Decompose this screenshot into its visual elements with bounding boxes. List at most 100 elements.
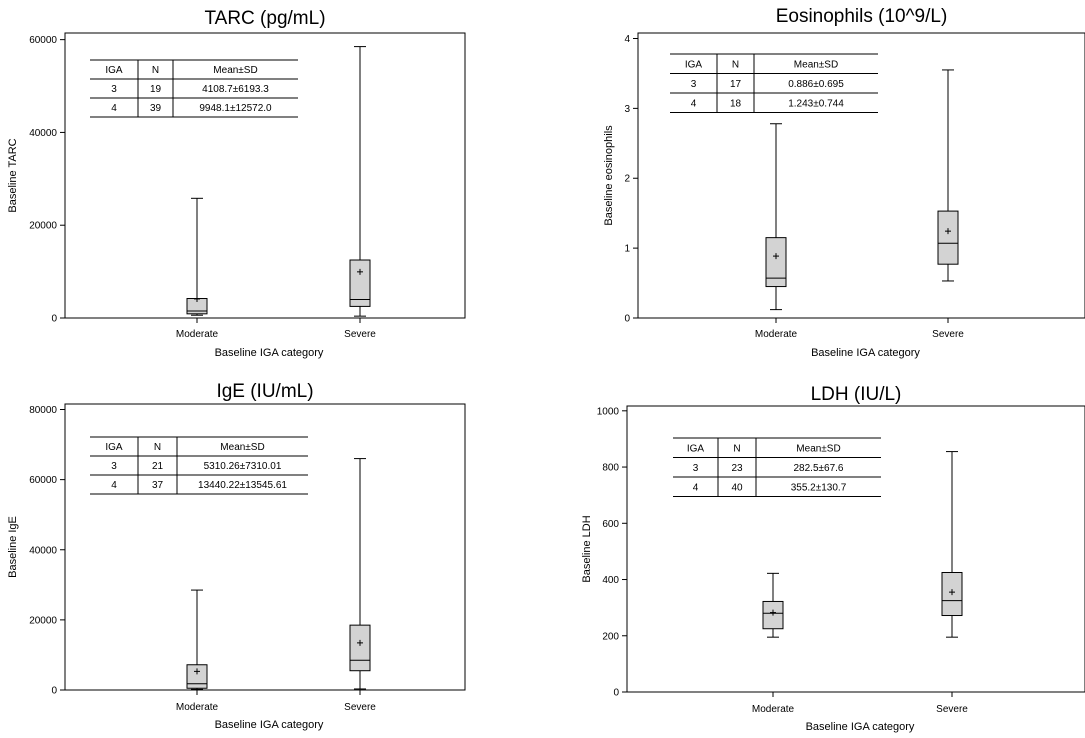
tarc-chart-panel: TARC (pg/mL) 0 20000 40000 60000 Baseline TAR… [0, 0, 505, 365]
box-moderate: Moderate [176, 589, 219, 713]
box-severe: Severe [932, 69, 964, 340]
chart-svg: TARC (pg/mL) 0 20000 40000 60000 Baseline TAR… [7, 8, 466, 359]
table-header-cell: IGA [105, 442, 123, 453]
table-cell: 4 [111, 103, 117, 114]
table-cell: 1.243±0.744 [788, 98, 844, 109]
chart-svg: Eosinophils (10^9/L) 0 1 2 3 4 Baseline eosino… [603, 6, 1085, 359]
y-tick-label: 2 [624, 174, 630, 185]
table-cell: 4 [691, 98, 697, 109]
y-axis-label: Baseline IgE [7, 516, 19, 578]
y-axis-label: Baseline eosinophils [603, 125, 615, 226]
x-axis-label: Baseline IGA category [811, 347, 920, 359]
plot-frame [64, 32, 466, 319]
y-tick-label: 20000 [29, 615, 57, 626]
table-cell: 9948.1±12572.0 [199, 103, 272, 114]
table-cell: 13440.22±13545.61 [198, 480, 287, 491]
table-cell: 0.886±0.695 [788, 79, 844, 90]
iqr-box [349, 259, 371, 307]
x-category-label: Moderate [755, 329, 798, 340]
table-cell: 37 [152, 480, 164, 491]
x-category-label: Moderate [176, 702, 219, 713]
ige-chart-panel: IgE (IU/mL) 0 20000 40000 60000 80000 Baseline… [0, 374, 505, 738]
plot-frame [626, 405, 1085, 693]
table-header-cell: IGA [105, 65, 123, 76]
chart-svg: LDH (IU/L) 0 200 400 600 800 1000 Baseline LDH B… [581, 384, 1085, 733]
chart-title: IgE (IU/mL) [216, 381, 313, 402]
summary-table: IGA N Mean±SD 3 21 5310.26±7310.01 4 37 13440.22… [90, 436, 308, 495]
table-header-cell: N [732, 59, 739, 70]
x-category-label: Severe [936, 704, 968, 715]
summary-table: IGA N Mean±SD 3 23 282.5±67.6 4 40 355.2±130.7 [673, 437, 881, 497]
table-header-cell: Mean±SD [794, 59, 838, 70]
box-severe: Severe [344, 46, 376, 340]
table-cell: 4 [111, 480, 117, 491]
y-tick-label: 60000 [29, 35, 57, 46]
box-severe: Severe [344, 458, 376, 713]
y-axis-label: Baseline LDH [581, 515, 593, 582]
y-axis-label: Baseline TARC [7, 138, 19, 212]
x-category-label: Severe [932, 329, 964, 340]
box-moderate: Moderate [752, 572, 795, 715]
summary-table: IGA N Mean±SD 3 17 0.886±0.695 4 18 1.243±0.744 [670, 53, 878, 113]
y-tick-label: 80000 [29, 405, 57, 416]
y-tick-label: 800 [602, 463, 619, 474]
plot-frame [637, 32, 1085, 319]
box-moderate: Moderate [755, 123, 798, 340]
table-cell: 21 [152, 461, 164, 472]
table-cell: 18 [730, 98, 742, 109]
y-tick-label: 0 [51, 314, 57, 325]
table-header-cell: IGA [687, 443, 705, 454]
y-tick-label: 0 [624, 314, 630, 325]
y-tick-label: 200 [602, 631, 619, 642]
table-cell: 3 [691, 79, 697, 90]
chart-title: Eosinophils (10^9/L) [776, 6, 948, 27]
y-tick-label: 20000 [29, 221, 57, 232]
table-cell: 5310.26±7310.01 [204, 461, 282, 472]
table-cell: 282.5±67.6 [794, 463, 844, 474]
table-cell: 355.2±130.7 [791, 482, 847, 493]
table-cell: 19 [150, 84, 162, 95]
table-cell: 4108.7±6193.3 [202, 84, 269, 95]
iqr-box [349, 624, 371, 672]
box-moderate: Moderate [176, 197, 219, 340]
iqr-box [765, 237, 787, 288]
ldh-chart-panel: LDH (IU/L) 0 200 400 600 800 1000 Baseline LDH B… [580, 376, 1085, 738]
x-axis-label: Baseline IGA category [215, 719, 324, 731]
x-category-label: Severe [344, 702, 376, 713]
table-cell: 23 [731, 463, 743, 474]
y-tick-label: 1 [624, 244, 630, 255]
x-axis-label: Baseline IGA category [806, 721, 915, 733]
x-category-label: Moderate [176, 329, 219, 340]
chart-title: TARC (pg/mL) [204, 8, 325, 29]
table-header-cell: Mean±SD [220, 442, 264, 453]
table-header-cell: Mean±SD [213, 65, 257, 76]
y-tick-label: 600 [602, 519, 619, 530]
y-tick-label: 40000 [29, 128, 57, 139]
table-cell: 17 [730, 79, 742, 90]
x-category-label: Severe [344, 329, 376, 340]
table-cell: 4 [693, 482, 699, 493]
iqr-box [937, 210, 959, 265]
box-severe: Severe [936, 451, 968, 715]
x-axis-label: Baseline IGA category [215, 347, 324, 359]
y-tick-label: 1000 [597, 406, 620, 417]
table-cell: 39 [150, 103, 162, 114]
table-header-cell: Mean±SD [796, 443, 840, 454]
y-tick-label: 0 [51, 686, 57, 697]
x-category-label: Moderate [752, 704, 795, 715]
table-cell: 3 [111, 461, 117, 472]
summary-table: IGA N Mean±SD 3 19 4108.7±6193.3 4 39 9948.1±125… [90, 59, 298, 118]
table-cell: 40 [731, 482, 743, 493]
chart-svg: IgE (IU/mL) 0 20000 40000 60000 80000 Baseline… [7, 381, 466, 731]
table-header-cell: IGA [685, 59, 703, 70]
y-tick-label: 0 [613, 688, 619, 699]
y-tick-label: 40000 [29, 545, 57, 556]
y-tick-label: 400 [602, 575, 619, 586]
table-cell: 3 [111, 84, 117, 95]
y-tick-label: 3 [624, 104, 630, 115]
eosinophils-chart-panel: Eosinophils (10^9/L) 0 1 2 3 4 Baseline eosino… [595, 0, 1085, 365]
y-tick-label: 60000 [29, 475, 57, 486]
table-header-cell: N [154, 442, 161, 453]
iqr-box [186, 664, 208, 689]
table-header-cell: N [152, 65, 159, 76]
